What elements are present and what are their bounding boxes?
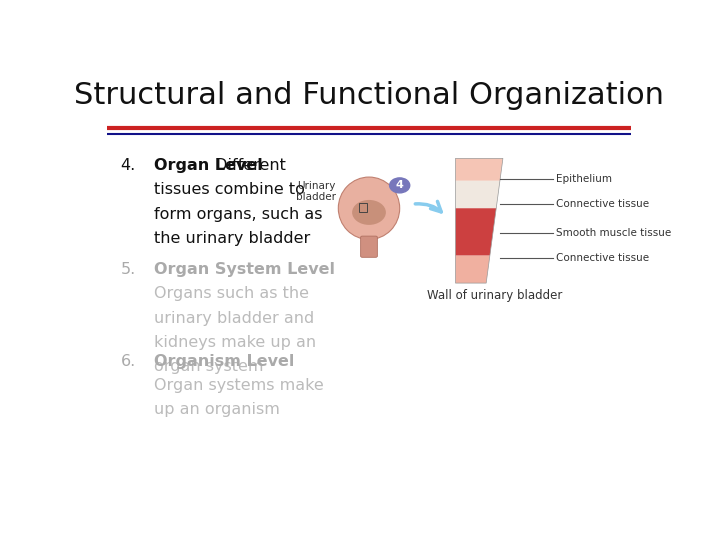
Text: Urinary
bladder: Urinary bladder — [295, 181, 336, 202]
Polygon shape — [456, 158, 503, 181]
Text: Structural and Functional Organization: Structural and Functional Organization — [74, 82, 664, 111]
Text: Epithelium: Epithelium — [556, 174, 612, 184]
Polygon shape — [456, 181, 500, 208]
Text: 6.: 6. — [121, 354, 136, 369]
Ellipse shape — [352, 200, 386, 225]
Ellipse shape — [338, 177, 400, 239]
Text: Organism Level: Organism Level — [154, 354, 294, 369]
Circle shape — [390, 178, 410, 193]
Text: organ system: organ system — [154, 359, 264, 374]
Text: Organ System Level: Organ System Level — [154, 262, 336, 278]
Polygon shape — [456, 208, 496, 255]
Text: Connective tissue: Connective tissue — [556, 253, 649, 263]
Text: the urinary bladder: the urinary bladder — [154, 231, 310, 246]
Text: 4: 4 — [396, 180, 404, 191]
Bar — [359, 203, 367, 212]
Text: Organs such as the: Organs such as the — [154, 286, 309, 301]
FancyArrowPatch shape — [415, 201, 441, 212]
Text: 5.: 5. — [121, 262, 136, 278]
Text: Smooth muscle tissue: Smooth muscle tissue — [556, 228, 671, 238]
FancyBboxPatch shape — [361, 236, 377, 258]
Text: 4.: 4. — [121, 158, 136, 173]
Text: urinary bladder and: urinary bladder and — [154, 310, 315, 326]
Text: kidneys make up an: kidneys make up an — [154, 335, 316, 350]
Text: Different: Different — [210, 158, 286, 173]
Polygon shape — [456, 255, 490, 283]
Text: Organ Level: Organ Level — [154, 158, 263, 173]
Text: Connective tissue: Connective tissue — [556, 199, 649, 209]
Text: form organs, such as: form organs, such as — [154, 207, 323, 221]
Text: Organ systems make: Organ systems make — [154, 378, 324, 393]
Text: tissues combine to: tissues combine to — [154, 183, 305, 198]
Text: Wall of urinary bladder: Wall of urinary bladder — [427, 289, 562, 302]
Text: up an organism: up an organism — [154, 402, 280, 417]
